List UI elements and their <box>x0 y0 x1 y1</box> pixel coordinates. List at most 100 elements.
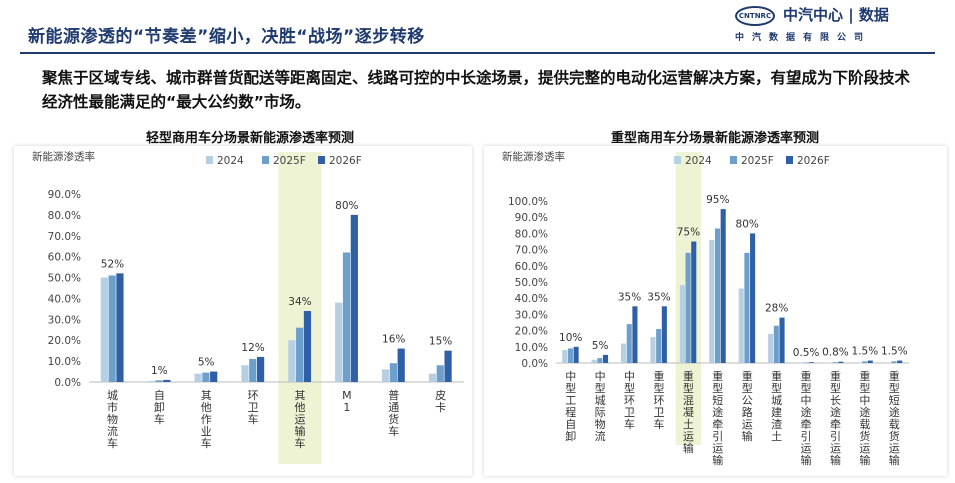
heavy-category-label-char: 车 <box>624 417 635 431</box>
brand: CNTNRC 中汽中心 | 数据 中汽数据有限公司 <box>735 4 935 48</box>
heavy-bar <box>826 362 833 364</box>
light-y-tick-label: 60.0% <box>48 252 81 264</box>
light-data-label: 52% <box>101 258 124 270</box>
heavy-category-label-char: 运 <box>859 442 870 455</box>
light-legend-swatch-2 <box>318 156 325 164</box>
heavy-bar <box>838 361 844 363</box>
light-category-label-char: 他 <box>201 401 212 414</box>
light-data-label: 16% <box>382 334 405 346</box>
heavy-bar <box>602 354 609 363</box>
heavy-category-label-char: 载 <box>859 418 870 431</box>
light-bar <box>350 214 358 382</box>
light-category-label-char: 卡 <box>435 401 446 414</box>
heavy-legend-label-2: 2026F <box>797 155 830 167</box>
heavy-bar <box>803 362 809 364</box>
light-bar <box>100 277 108 382</box>
heavy-category-label-char: 输 <box>683 441 694 455</box>
heavy-category-label-char: 引 <box>712 429 723 443</box>
light-data-label: 5% <box>198 357 215 369</box>
heavy-category-label-char: 输 <box>712 453 723 467</box>
heavy-bar <box>714 228 721 363</box>
heavy-category-label-char: 途 <box>889 405 900 419</box>
light-y-tick-label: 30.0% <box>48 314 81 326</box>
light-y-tick-label: 0.0% <box>54 377 81 389</box>
heavy-category-label-char: 货 <box>889 429 900 443</box>
heavy-legend-label-1: 2025F <box>741 155 774 167</box>
light-bar <box>389 363 397 382</box>
heavy-chart: 新能源渗透率 0.0% 10.0% 20.0% 30.0% 40.0% 50.0% 60.0%… <box>502 150 909 467</box>
heavy-data-label: 10% <box>559 332 582 344</box>
heavy-data-label: 35% <box>647 291 670 303</box>
light-bar <box>303 310 312 382</box>
heavy-category-label-char: 型 <box>830 381 841 395</box>
heavy-category-label-char: 引 <box>801 429 812 443</box>
heavy-category-label-char: 途 <box>712 405 723 419</box>
heavy-category-label-char: 重 <box>889 369 900 383</box>
heavy-category-label-char: 载 <box>889 418 900 431</box>
heavy-bar <box>832 362 838 363</box>
light-category-label-char: 通 <box>388 401 399 414</box>
heavy-data-label: 28% <box>765 303 788 315</box>
heavy-legend-swatch-1 <box>730 156 737 164</box>
heavy-bar <box>885 362 891 364</box>
light-category-label-char: 其 <box>201 389 212 402</box>
heavy-category-label-char: 重 <box>712 369 723 383</box>
heavy-category-label-char: 途 <box>801 405 812 419</box>
light-bar <box>163 379 171 382</box>
light-bar <box>342 252 351 382</box>
light-category-label-char: 他 <box>294 401 305 414</box>
heavy-category-label-char: 际 <box>595 406 606 419</box>
heavy-category-label-char: 公 <box>742 394 753 407</box>
heavy-category-label-char: 运 <box>683 430 694 443</box>
heavy-data-label: 95% <box>706 194 729 206</box>
light-category-label-char: 车 <box>248 412 259 426</box>
heavy-category-label-char: 型 <box>889 381 900 395</box>
heavy-category-label-char: 物 <box>595 417 606 431</box>
light-category-label-char: 卫 <box>248 401 259 414</box>
heavy-category-label-char: 运 <box>801 442 812 455</box>
light-data-label: 34% <box>288 296 311 308</box>
heavy-data-label: 75% <box>677 227 700 239</box>
heavy-y-tick-label: 60.0% <box>515 261 548 273</box>
light-y-tick-label: 10.0% <box>48 356 81 368</box>
heavy-legend-swatch-0 <box>674 156 681 164</box>
heavy-category-label-char: 短 <box>889 393 900 407</box>
light-category-label-char: 业 <box>201 425 212 438</box>
heavy-category-label-char: 城 <box>595 394 606 407</box>
heavy-y-tick-label: 20.0% <box>515 326 548 338</box>
heavy-category-label-char: 长 <box>830 394 841 407</box>
light-bar <box>436 365 444 382</box>
light-y-tick-label: 80.0% <box>48 210 81 222</box>
heavy-category-label-char: 牵 <box>712 418 723 431</box>
heavy-bar <box>720 209 726 363</box>
heavy-category-label-char: 中 <box>624 370 635 383</box>
heavy-bar <box>597 358 603 363</box>
light-bar <box>335 302 343 382</box>
heavy-y-axis-label: 新能源渗透率 <box>502 150 565 163</box>
light-data-label: 15% <box>429 336 452 348</box>
light-legend-swatch-1 <box>262 156 269 164</box>
heavy-category-label-char: 输 <box>830 453 841 467</box>
heavy-category-label-char: 重 <box>653 369 664 383</box>
light-bar <box>155 380 163 382</box>
heavy-y-tick-label: 90.0% <box>515 212 548 224</box>
heavy-category-label-char: 型 <box>801 381 812 395</box>
light-category-label-char: 货 <box>388 412 399 426</box>
heavy-bar <box>591 359 597 363</box>
heavy-category-label-char: 土 <box>771 430 782 443</box>
heavy-category-label-char: 渣 <box>771 417 782 431</box>
heavy-bar <box>856 362 862 364</box>
brand-subtitle: 中汽数据有限公司 <box>735 33 872 43</box>
heavy-category-label-char: 工 <box>565 394 576 407</box>
light-category-label-char: 车 <box>154 412 165 426</box>
heavy-bar <box>709 239 715 363</box>
heavy-category-label-char: 型 <box>771 381 782 395</box>
heavy-category-label-char: 重 <box>859 369 870 383</box>
heavy-category-label-char: 输 <box>859 453 870 467</box>
heavy-bar <box>773 325 779 363</box>
heavy-y-tick-label: 80.0% <box>515 228 548 240</box>
heavy-bar <box>867 360 873 363</box>
light-legend-swatch-0 <box>206 156 213 164</box>
heavy-bar <box>691 241 697 363</box>
light-bar <box>428 373 437 382</box>
